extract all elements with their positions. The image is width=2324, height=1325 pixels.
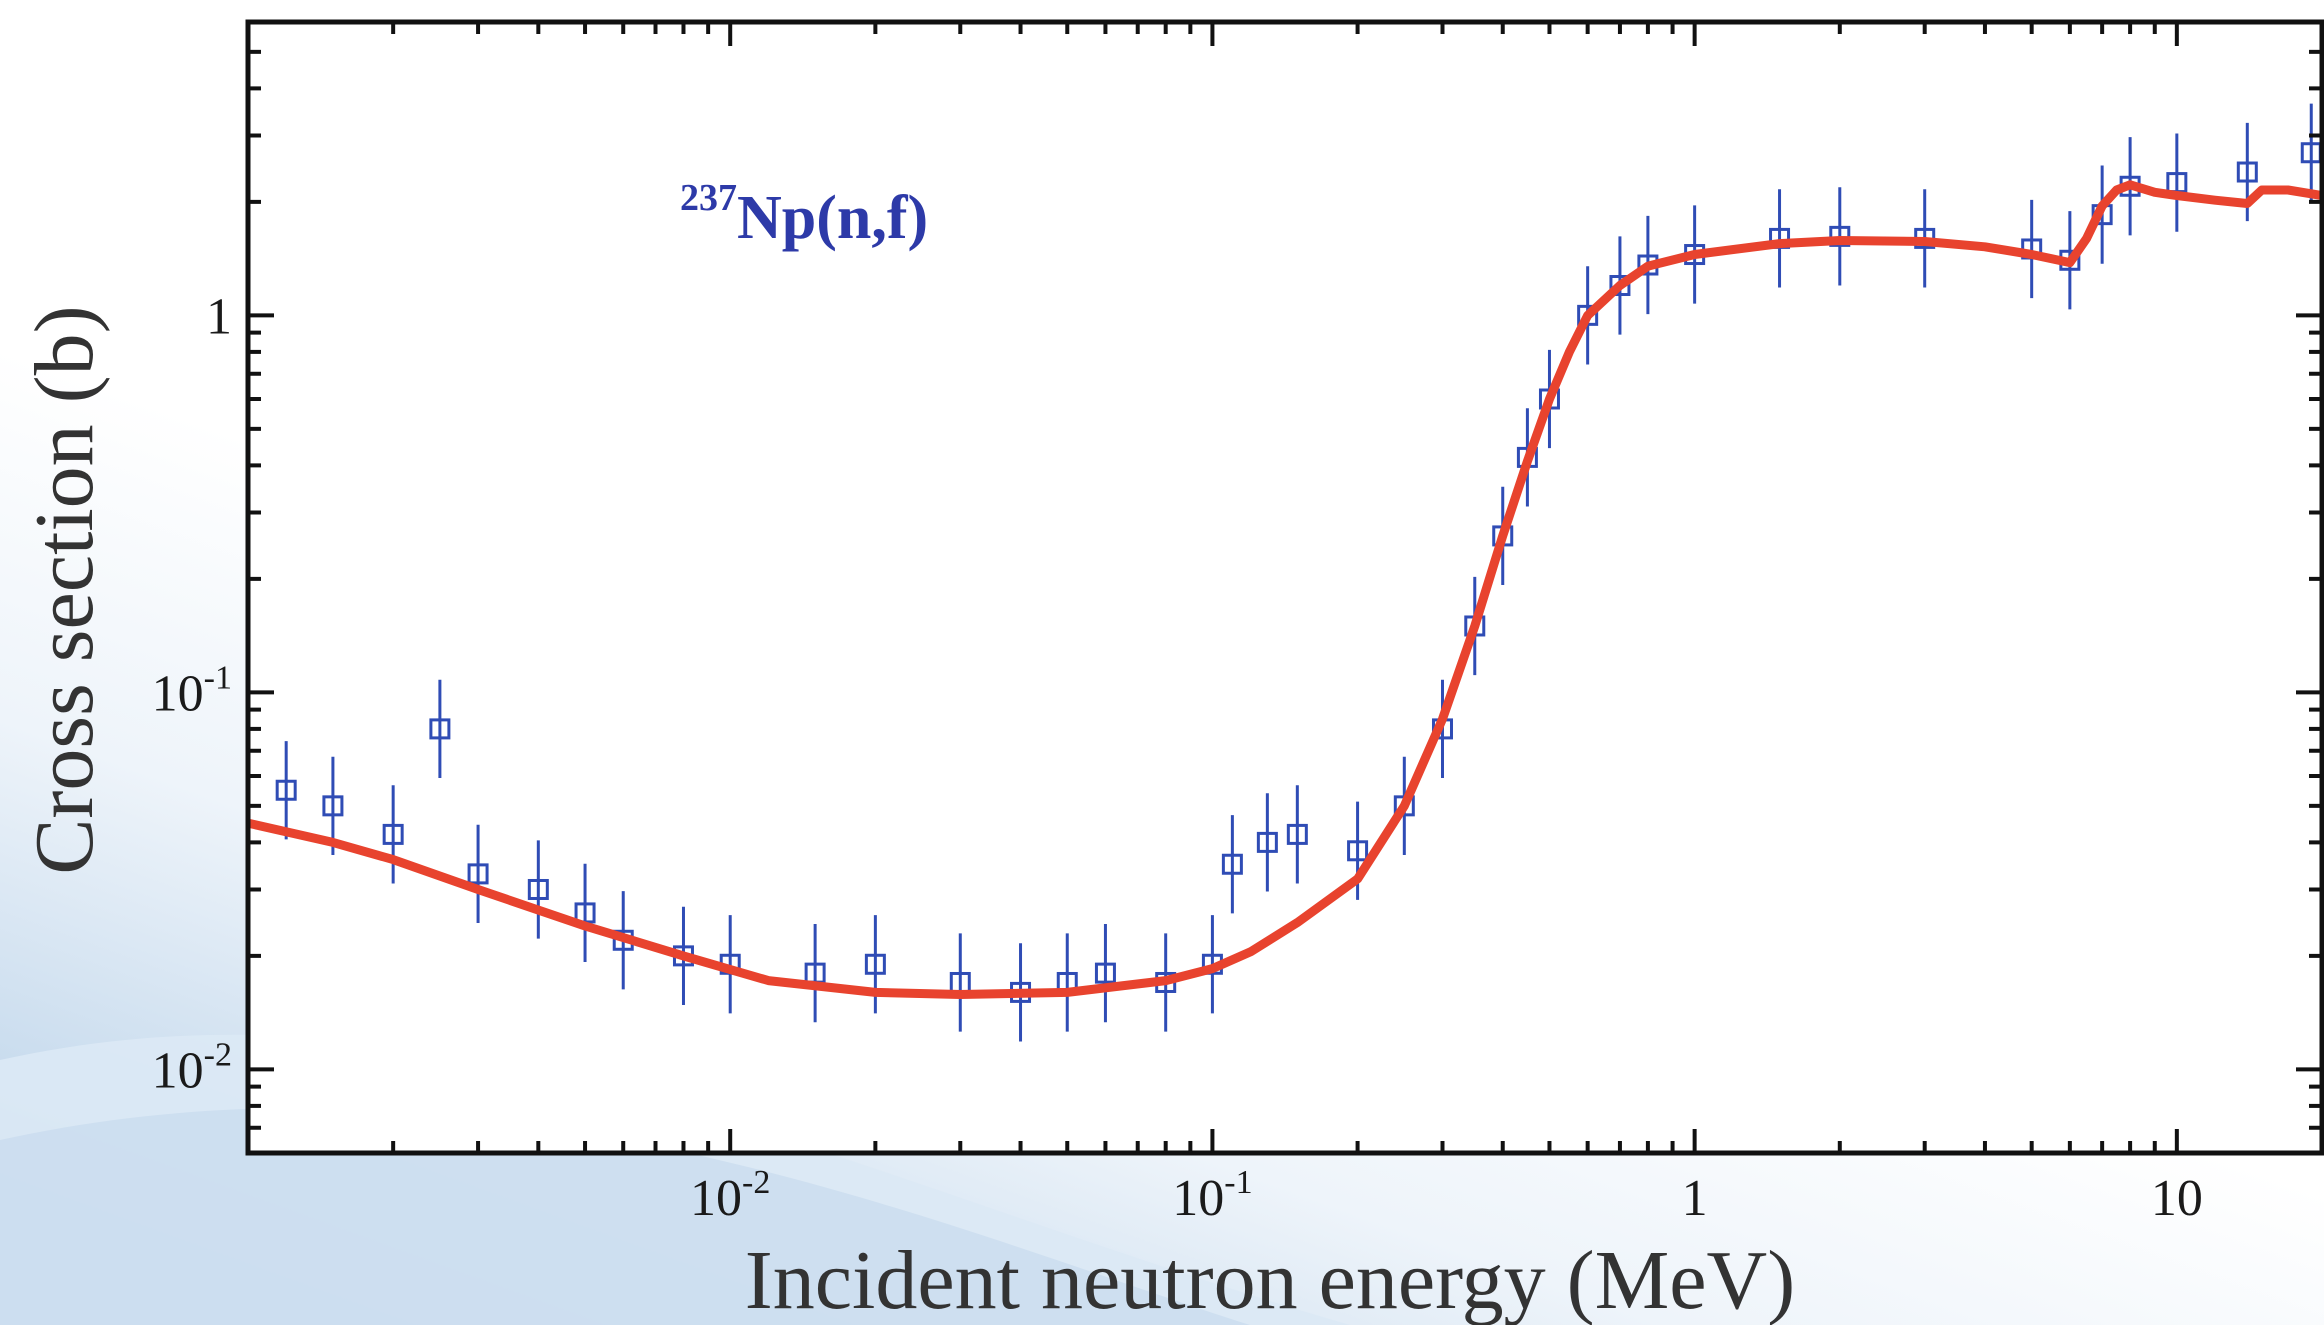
tick-label: 1 [206,288,232,345]
plot-area-background [248,22,2322,1153]
tick-label: 10-2 [152,1036,232,1099]
x-axis-title: Incident neutron energy (MeV) [745,1234,1795,1325]
annotation-reaction: Np(n,f) [737,184,928,252]
annotation-mass-number: 237 [680,177,737,219]
tick-label: 1 [1682,1170,1708,1227]
tick-label: 10-1 [1172,1164,1252,1227]
tick-label: 10-1 [152,659,232,722]
y-axis-title: Cross section (b) [18,305,111,874]
tick-label: 10 [2151,1170,2203,1227]
tick-label: 10-2 [690,1164,770,1227]
